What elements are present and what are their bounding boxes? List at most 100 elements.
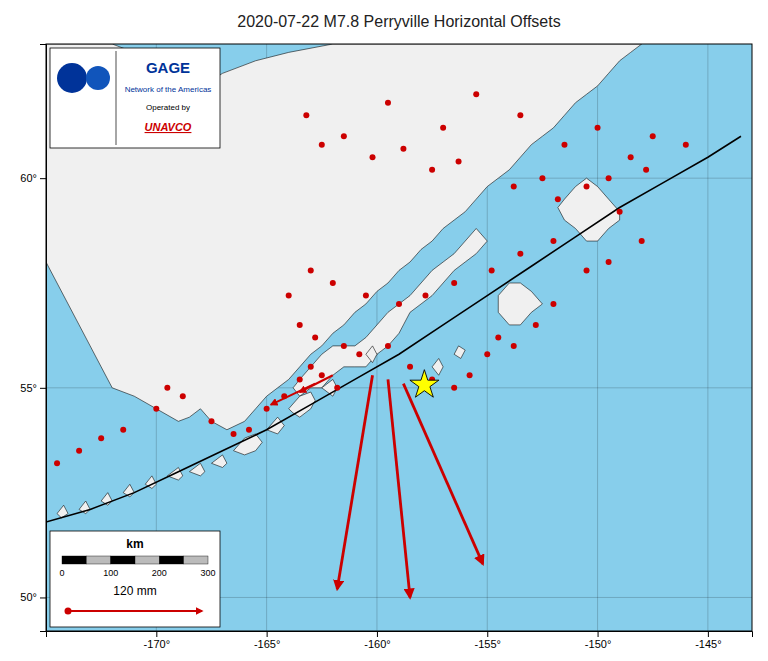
large-arrow [388, 379, 410, 597]
logo-badge [57, 63, 87, 93]
scale-arrow [68, 610, 202, 612]
gnss-station [120, 427, 126, 433]
x-tick: -155° [475, 631, 501, 650]
gnss-station [606, 175, 612, 181]
logo-box [50, 48, 220, 148]
gnss-station [683, 142, 689, 148]
gnss-station [341, 343, 347, 349]
gnss-station [231, 431, 237, 437]
gnss-station [639, 238, 645, 244]
y-tick: 55° [20, 382, 46, 394]
plot-area [46, 44, 752, 631]
gnss-station [400, 146, 406, 152]
gnss-station [286, 293, 292, 299]
x-tick-label: -145° [695, 638, 721, 650]
land [46, 44, 642, 518]
land-polygon [46, 44, 642, 430]
x-axis: -170° -165° -160° -155° -150° -145° [47, 631, 753, 650]
land-polygon [432, 358, 443, 375]
gnss-station [297, 322, 303, 328]
land-polygon [454, 346, 465, 359]
gnss-station [356, 351, 362, 357]
logo-text: UNAVCO [145, 121, 192, 133]
logo-text: GAGE [146, 59, 190, 76]
gnss-station [584, 267, 590, 273]
scale-segment [184, 556, 208, 564]
gnss-station [153, 406, 159, 412]
grid [46, 44, 752, 631]
gnss-station [363, 293, 369, 299]
gnss-station [617, 209, 623, 215]
gnss-station [330, 280, 336, 286]
title: 2020-07-22 M7.8 Perryville Horizontal Of… [237, 13, 560, 30]
gnss-station [164, 385, 170, 391]
x-tick: -145° [695, 631, 721, 650]
gnss-station [308, 267, 314, 273]
x-tick-mark [377, 631, 378, 637]
gnss-station [407, 364, 413, 370]
gnss-station [484, 351, 490, 357]
y-tick-label: 55° [20, 382, 37, 394]
logo-divider [116, 51, 117, 145]
gnss-station [561, 142, 567, 148]
gnss-station [385, 343, 391, 349]
scale-legend-box [50, 531, 220, 627]
gnss-station [606, 259, 612, 265]
scale-tick-label: 0 [59, 568, 64, 578]
gnss-station [628, 154, 634, 160]
ocean [46, 44, 752, 631]
x-tick-label: -160° [364, 638, 390, 650]
large-arrow [337, 375, 372, 589]
x-axis-line [47, 632, 753, 638]
scale-tick-label: 300 [200, 568, 215, 578]
gnss-station [595, 125, 601, 131]
scale-segment [159, 556, 183, 564]
gnss-station [429, 167, 435, 173]
gnss-station [422, 293, 428, 299]
gnss-station [489, 267, 495, 273]
gnss-station [550, 301, 556, 307]
scale-title: km [126, 537, 143, 551]
x-tick-mark [156, 631, 157, 637]
gnss-station [517, 112, 523, 118]
scale-arrow-label: 120 mm [113, 584, 156, 598]
x-tick-label: -170° [144, 638, 170, 650]
gnss-station [555, 196, 561, 202]
x-tick-mark [598, 631, 599, 637]
scale-segment [86, 556, 110, 564]
land-polygon [366, 346, 377, 363]
map-chart: 2020-07-22 M7.8 Perryville Horizontal Of… [0, 0, 768, 661]
x-tick-mark [708, 631, 709, 637]
gnss-station [308, 364, 314, 370]
y-tick: 50° [20, 591, 46, 603]
land-polygon [558, 178, 620, 241]
y-tick-mark [40, 597, 46, 598]
x-tick-label: -165° [254, 638, 280, 650]
gnss-station [517, 251, 523, 257]
gnss-station [303, 112, 309, 118]
grid-line-x [597, 44, 598, 631]
x-tick: -165° [254, 631, 280, 650]
y-tick-mark [40, 388, 46, 389]
x-tick: -150° [585, 631, 611, 650]
gnss-station [467, 372, 473, 378]
gnss-station [334, 385, 340, 391]
gnss-station [370, 154, 376, 160]
gnss-station [98, 435, 104, 441]
scale-legend: km0100200300120 mm [50, 531, 220, 627]
land-polygon [293, 228, 487, 396]
gnss-station [341, 133, 347, 139]
gnss-station [319, 142, 325, 148]
y-tick-mark [40, 178, 46, 179]
gnss-station [54, 460, 60, 466]
gnss-station [473, 91, 479, 97]
displacement-arrows [271, 375, 483, 597]
gnss-station [539, 175, 545, 181]
land-polygon [211, 455, 226, 468]
gnss-station [246, 427, 252, 433]
scale-segment [111, 556, 135, 564]
x-tick-label: -150° [585, 638, 611, 650]
logo-text: Operated by [146, 103, 190, 112]
gnss-station [297, 376, 303, 382]
gnss-station [495, 335, 501, 341]
